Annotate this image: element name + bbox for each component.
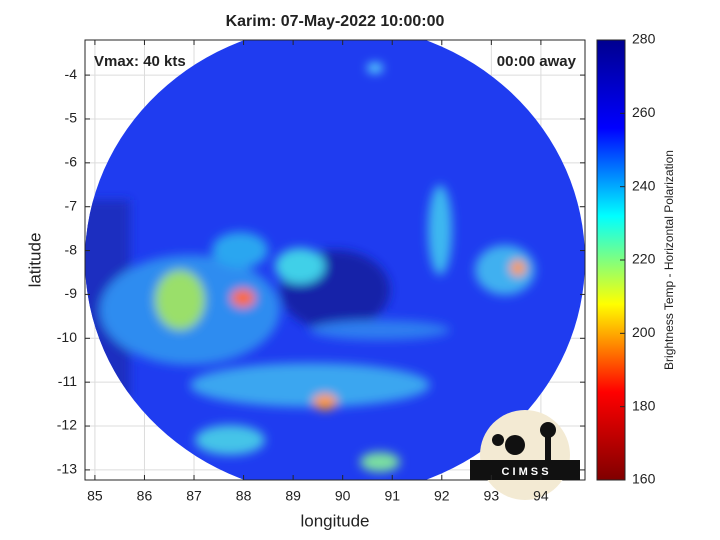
x-tick-label: 87 (186, 488, 202, 504)
cimss-logo: C I M S S (470, 410, 580, 500)
x-tick-label: 94 (533, 488, 549, 504)
satellite-image (85, 40, 585, 480)
x-tick-label: 86 (137, 488, 153, 504)
x-tick-label: 91 (384, 488, 400, 504)
x-tick-label: 85 (87, 488, 103, 504)
x-tick-label: 90 (335, 488, 351, 504)
colorbar-tick-label: 260 (632, 104, 656, 120)
y-tick-label: -13 (57, 461, 77, 477)
y-tick-label: -10 (57, 329, 77, 345)
x-tick-label: 93 (484, 488, 500, 504)
colorbar-tick-label: 200 (632, 324, 656, 340)
y-tick-label: -8 (65, 241, 78, 257)
y-axis-label: latitude (25, 233, 44, 288)
y-tick-label: -11 (58, 373, 77, 389)
y-tick-label: -4 (65, 66, 78, 82)
y-tick-label: -9 (65, 285, 78, 301)
y-tick-label: -7 (65, 197, 78, 213)
x-tick-label: 88 (236, 488, 252, 504)
x-axis-label: longitude (300, 511, 369, 530)
x-tick-label: 92 (434, 488, 450, 504)
colorbar-tick-label: 220 (632, 251, 656, 267)
colorbar-tick-label: 240 (632, 177, 656, 193)
chart-title: Karim: 07-May-2022 10:00:00 (226, 13, 445, 30)
plot-frame (84, 39, 586, 481)
annotation: Vmax: 40 kts (94, 53, 186, 70)
colorbar-tick-label: 180 (632, 397, 656, 413)
y-tick-label: -6 (65, 154, 78, 170)
colorbar-tick-label: 160 (632, 471, 656, 487)
colorbar-label: Brightness Temp - Horizontal Polarizatio… (662, 150, 676, 370)
y-tick-label: -5 (65, 110, 78, 126)
x-tick-label: 89 (285, 488, 301, 504)
logo-text: C I M S S (501, 466, 548, 478)
annotation: 00:00 away (497, 53, 577, 70)
colorbar-tick-label: 280 (632, 31, 656, 47)
y-tick-label: -12 (57, 417, 77, 433)
